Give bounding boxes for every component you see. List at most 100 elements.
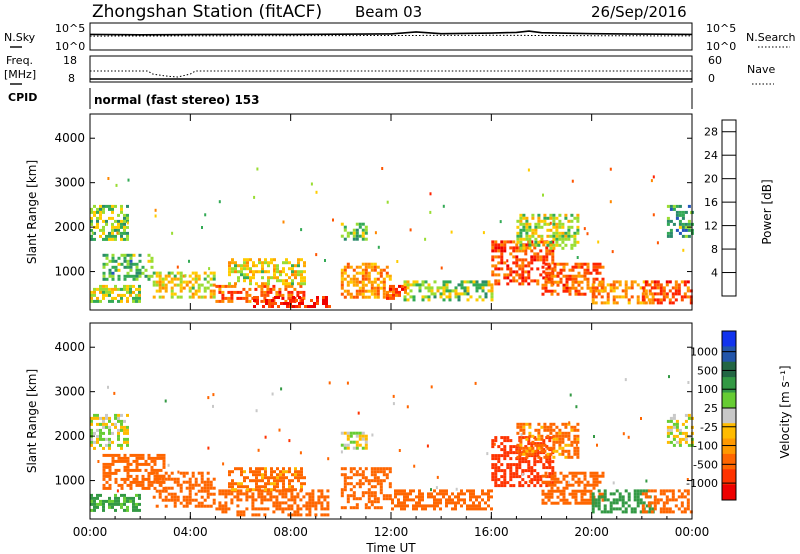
data-cell (475, 289, 479, 293)
data-cell (237, 482, 240, 486)
data-cell (126, 456, 130, 460)
data-cell (627, 286, 631, 290)
data-cell (320, 507, 324, 511)
data-cell (260, 290, 264, 294)
data-cell (281, 507, 285, 511)
data-cell (647, 495, 651, 499)
data-cell (206, 274, 210, 278)
data-cell (218, 492, 222, 496)
data-cell (539, 478, 543, 482)
data-cell (255, 270, 258, 274)
data-cell (111, 274, 115, 278)
data-cell (668, 489, 672, 493)
data-cell (355, 503, 359, 507)
data-cell (576, 437, 580, 441)
data-cell (209, 283, 213, 287)
data-cell (96, 299, 99, 303)
data-cell (615, 498, 619, 502)
data-cell (570, 225, 574, 229)
data-cell (436, 501, 439, 505)
data-cell (111, 207, 114, 211)
data-cell (556, 292, 560, 296)
data-cell (388, 289, 392, 293)
data-cell (552, 440, 556, 444)
data-cell (117, 416, 120, 420)
data-cell (352, 473, 356, 477)
data-cell (652, 175, 655, 179)
data-cell (135, 462, 139, 466)
data-cell (373, 491, 377, 495)
data-cell (536, 481, 540, 485)
data-cell (539, 442, 543, 446)
data-cell (167, 474, 171, 478)
data-cell (234, 267, 237, 271)
data-cell (592, 483, 596, 487)
data-cell (108, 505, 111, 509)
data-cell (636, 492, 640, 496)
data-cell (209, 483, 213, 487)
data-cell (537, 428, 541, 432)
data-cell (481, 283, 485, 287)
data-cell (686, 504, 690, 508)
data-cell (272, 504, 276, 508)
data-cell (574, 289, 578, 293)
data-cell (569, 393, 572, 397)
data-cell (674, 289, 678, 293)
data-cell (533, 258, 537, 262)
data-cell (653, 498, 657, 502)
data-cell (209, 492, 213, 496)
data-cell (568, 480, 570, 484)
data-cell (433, 495, 436, 499)
data-cell (294, 276, 297, 280)
data-cell (373, 467, 377, 471)
data-cell (230, 290, 234, 294)
data-cell (246, 267, 249, 271)
data-cell (367, 506, 371, 510)
data-cell (430, 292, 434, 296)
data-cell (528, 222, 532, 226)
data-cell (491, 445, 495, 449)
data-cell (373, 497, 377, 501)
data-cell (678, 437, 682, 441)
data-cell (527, 469, 531, 473)
data-cell (302, 296, 306, 300)
data-cell (278, 287, 282, 291)
data-cell (132, 277, 136, 281)
data-cell (268, 305, 271, 308)
data-cell (343, 446, 347, 450)
data-cell (547, 277, 551, 281)
data-cell (126, 287, 129, 291)
data-cell (500, 481, 504, 485)
data-cell (303, 482, 306, 486)
data-cell (559, 277, 563, 281)
data-cell (293, 501, 297, 505)
data-cell (549, 431, 553, 435)
data-cell (552, 434, 556, 438)
data-cell (117, 256, 121, 260)
data-cell (203, 271, 207, 275)
data-cell (138, 468, 142, 472)
colorbar-swatch (722, 469, 736, 486)
data-cell (358, 437, 362, 441)
data-cell (586, 271, 590, 275)
data-cell (527, 276, 531, 280)
data-cell (102, 237, 105, 241)
data-cell (500, 243, 504, 247)
data-cell (285, 476, 288, 480)
data-cell (302, 504, 306, 508)
data-cell (668, 280, 672, 284)
data-cell (270, 476, 273, 480)
data-cell (509, 445, 513, 449)
data-cell (433, 498, 436, 502)
data-cell (141, 271, 145, 275)
data-cell (567, 452, 571, 456)
data-cell (201, 226, 203, 229)
data-cell (245, 492, 249, 496)
data-cell (152, 480, 156, 484)
data-cell (544, 471, 548, 475)
data-cell (240, 264, 243, 268)
data-cell (276, 482, 279, 486)
data-cell (589, 489, 593, 493)
data-cell (147, 474, 151, 478)
data-cell (279, 476, 282, 480)
